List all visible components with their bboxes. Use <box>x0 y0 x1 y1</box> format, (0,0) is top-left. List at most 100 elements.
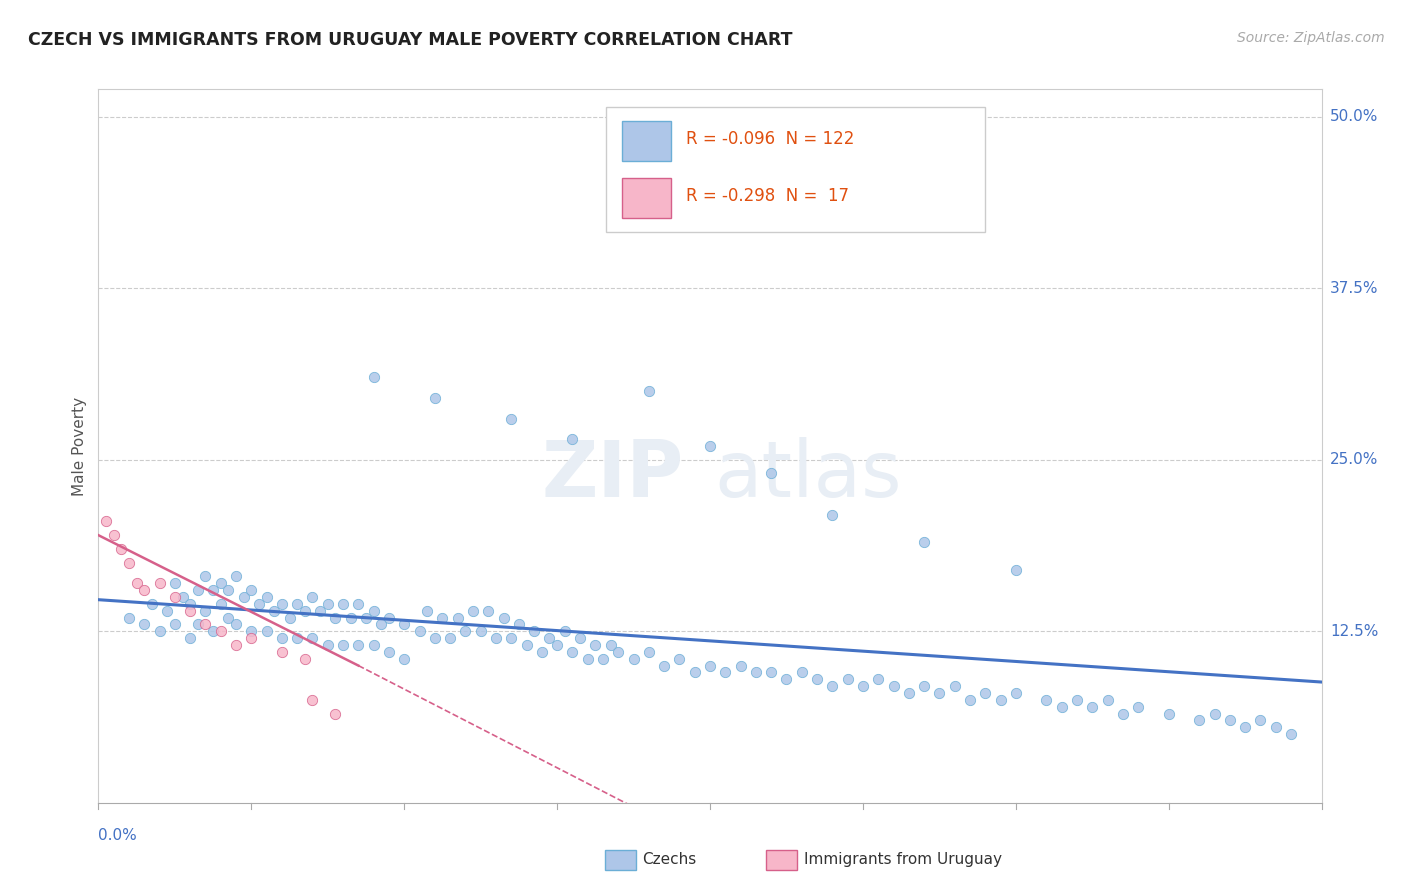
Point <box>821 508 844 522</box>
Point <box>477 604 499 618</box>
Point <box>240 624 263 639</box>
Point <box>163 617 186 632</box>
Point <box>959 693 981 707</box>
Point <box>759 467 782 481</box>
Point <box>447 610 470 624</box>
Point <box>179 604 201 618</box>
Point <box>883 679 905 693</box>
Point <box>187 617 209 632</box>
Point <box>492 610 515 624</box>
Text: 37.5%: 37.5% <box>1330 281 1378 295</box>
Point <box>837 673 859 687</box>
Point <box>294 604 316 618</box>
Point <box>1219 714 1241 728</box>
Point <box>699 439 721 453</box>
Point <box>699 658 721 673</box>
Point <box>990 693 1012 707</box>
Point <box>1188 714 1211 728</box>
Point <box>194 569 217 583</box>
Point <box>1234 720 1257 734</box>
Point <box>569 631 592 645</box>
Text: 0.0%: 0.0% <box>98 828 138 843</box>
Point <box>439 631 461 645</box>
Point <box>301 631 323 645</box>
Point <box>256 590 278 604</box>
Point <box>179 631 201 645</box>
Point <box>790 665 813 680</box>
Text: 25.0%: 25.0% <box>1330 452 1378 467</box>
Point <box>599 638 621 652</box>
Point <box>378 645 401 659</box>
Point <box>1004 686 1026 700</box>
Point <box>247 597 270 611</box>
Bar <box>621 178 671 218</box>
Point <box>217 610 239 624</box>
Point <box>852 679 875 693</box>
Point <box>912 535 935 549</box>
Point <box>897 686 920 700</box>
Point <box>1066 693 1088 707</box>
Point <box>187 583 209 598</box>
Point <box>149 576 172 591</box>
Point <box>225 569 247 583</box>
Point <box>508 617 530 632</box>
Bar <box>621 121 671 161</box>
Point <box>270 645 292 659</box>
Point <box>285 631 308 645</box>
Point <box>454 624 477 639</box>
Point <box>775 673 797 687</box>
Point <box>370 617 392 632</box>
Point <box>583 638 606 652</box>
Point <box>301 693 323 707</box>
Point <box>110 541 132 556</box>
Point <box>432 610 454 624</box>
Text: ZIP: ZIP <box>541 436 683 513</box>
Point <box>1112 706 1135 721</box>
Point <box>392 651 416 665</box>
Point <box>354 610 377 624</box>
Point <box>270 631 292 645</box>
Point <box>163 590 186 604</box>
Point <box>652 658 675 673</box>
Text: atlas: atlas <box>714 436 901 513</box>
Point <box>332 597 354 611</box>
Point <box>225 617 247 632</box>
Point <box>141 597 163 611</box>
Point <box>202 624 225 639</box>
Point <box>470 624 492 639</box>
Point <box>637 384 661 398</box>
Point <box>1279 727 1302 741</box>
Point <box>134 583 156 598</box>
Point <box>1204 706 1226 721</box>
Point <box>325 706 347 721</box>
Point <box>325 610 347 624</box>
Point <box>209 597 232 611</box>
Point <box>225 638 247 652</box>
Point <box>576 651 599 665</box>
Point <box>172 590 194 604</box>
Point <box>240 583 263 598</box>
Point <box>118 556 141 570</box>
Point <box>806 673 828 687</box>
Point <box>1157 706 1180 721</box>
Point <box>278 610 301 624</box>
Point <box>1128 699 1150 714</box>
Point <box>408 624 430 639</box>
Point <box>294 651 316 665</box>
Point <box>1035 693 1057 707</box>
Text: R = -0.298  N =  17: R = -0.298 N = 17 <box>686 187 849 205</box>
Point <box>378 610 401 624</box>
Point <box>301 590 323 604</box>
Point <box>637 645 661 659</box>
Text: Source: ZipAtlas.com: Source: ZipAtlas.com <box>1237 31 1385 45</box>
Text: Czechs: Czechs <box>643 853 697 867</box>
Point <box>516 638 538 652</box>
Point <box>209 624 232 639</box>
FancyBboxPatch shape <box>606 107 986 232</box>
Point <box>263 604 285 618</box>
Point <box>530 645 553 659</box>
Point <box>623 651 645 665</box>
Point <box>316 597 339 611</box>
Point <box>194 604 217 618</box>
Point <box>149 624 172 639</box>
